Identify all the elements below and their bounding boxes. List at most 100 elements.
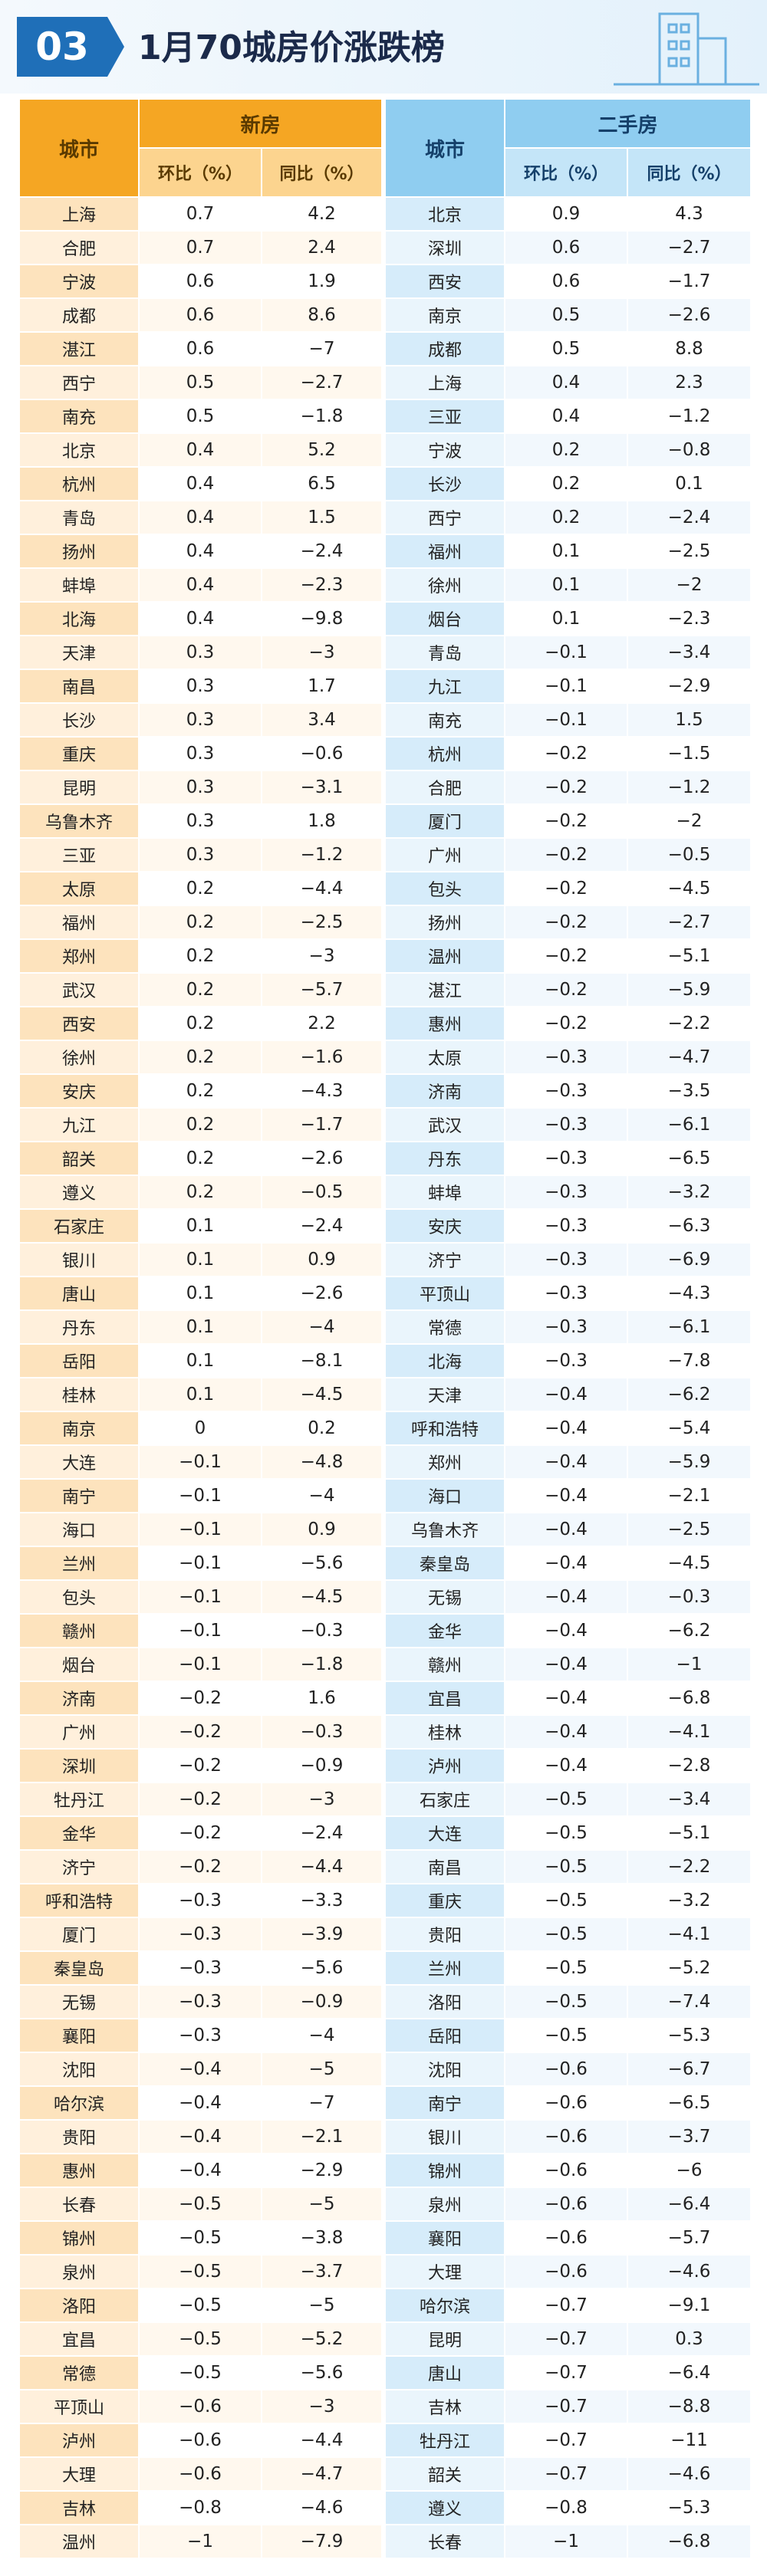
value-cell: −0.5 [140, 2188, 262, 2222]
value-cell: −4.4 [262, 872, 383, 906]
value-cell: −6.8 [628, 1682, 752, 1716]
value-cell: −0.1 [505, 704, 628, 738]
value-cell: −6.3 [628, 1210, 752, 1244]
value-cell: −2.9 [262, 2154, 383, 2188]
city-cell: 大连 [20, 1446, 140, 1480]
value-cell: −6.7 [628, 2053, 752, 2087]
value-cell: −2.3 [628, 603, 752, 636]
value-cell: 0.3 [140, 670, 262, 704]
city-cell: 郑州 [386, 1446, 505, 1480]
city-cell: 九江 [386, 670, 505, 704]
city-cell: 宜昌 [386, 1682, 505, 1716]
city-cell: 长沙 [386, 468, 505, 501]
value-cell: 0.4 [140, 434, 262, 468]
value-cell: −0.4 [140, 2154, 262, 2188]
value-cell: −0.1 [140, 1615, 262, 1648]
value-cell: 0 [140, 1412, 262, 1446]
value-cell: 0.4 [505, 400, 628, 434]
value-cell: −0.5 [505, 1817, 628, 1851]
banner [0, 0, 767, 94]
value-cell: −5 [262, 2289, 383, 2323]
value-cell: −3.3 [262, 1884, 383, 1918]
city-cell: 九江 [20, 1109, 140, 1142]
value-cell: −1.5 [628, 738, 752, 771]
value-cell: −0.4 [505, 1682, 628, 1716]
city-cell: 三亚 [386, 400, 505, 434]
city-cell: 银川 [386, 2121, 505, 2154]
value-cell: −3.4 [628, 1783, 752, 1817]
value-cell: −1.2 [628, 400, 752, 434]
number-badge [17, 17, 124, 77]
value-cell: −0.1 [140, 1648, 262, 1682]
value-cell: −0.5 [262, 1176, 383, 1210]
city-cell: 徐州 [20, 1041, 140, 1075]
value-cell: −7.4 [628, 1986, 752, 2019]
value-cell: 8.8 [628, 333, 752, 366]
value-cell: −0.3 [505, 1109, 628, 1142]
value-cell: −1.8 [262, 1648, 383, 1682]
city-cell: 厦门 [386, 805, 505, 839]
value-cell: 0.2 [505, 468, 628, 501]
value-cell: −3.2 [628, 1176, 752, 1210]
value-cell: −0.5 [628, 839, 752, 872]
city-cell: 赣州 [386, 1648, 505, 1682]
city-cell: 扬州 [20, 535, 140, 569]
city-cell: 南宁 [20, 1480, 140, 1513]
value-cell: −6.2 [628, 1615, 752, 1648]
value-cell: −3.9 [262, 1918, 383, 1952]
value-cell: −0.4 [505, 1378, 628, 1412]
city-cell: 乌鲁木齐 [20, 805, 140, 839]
value-cell: −0.4 [505, 1446, 628, 1480]
city-cell: 成都 [20, 299, 140, 333]
city-cell: 丹东 [20, 1311, 140, 1345]
value-cell: −5.7 [628, 2222, 752, 2256]
value-cell: −3.1 [262, 771, 383, 805]
city-cell: 太原 [20, 872, 140, 906]
city-cell: 扬州 [386, 906, 505, 940]
city-cell: 海口 [20, 1513, 140, 1547]
city-cell: 石家庄 [386, 1783, 505, 1817]
value-cell: −0.3 [505, 1176, 628, 1210]
value-cell: −2.8 [628, 1750, 752, 1783]
section-number: 03 [35, 25, 89, 69]
value-cell: −6.4 [628, 2188, 752, 2222]
value-cell: 0.2 [140, 940, 262, 974]
value-cell: −4.6 [262, 2492, 383, 2525]
value-cell: −5.1 [628, 1817, 752, 1851]
value-cell: −5 [262, 2188, 383, 2222]
value-cell: −0.2 [140, 1682, 262, 1716]
group-header: 新房 [140, 100, 383, 149]
value-cell: 2.2 [262, 1007, 383, 1041]
value-cell: −0.3 [505, 1142, 628, 1176]
value-cell: 4.3 [628, 198, 752, 232]
city-cell: 青岛 [386, 636, 505, 670]
value-cell: 0.4 [140, 569, 262, 603]
value-cell: −4.6 [628, 2256, 752, 2289]
value-cell: −0.5 [505, 1884, 628, 1918]
value-cell: −2.1 [628, 1480, 752, 1513]
value-cell: −1 [140, 2525, 262, 2559]
city-cell: 长沙 [20, 704, 140, 738]
city-cell: 牡丹江 [386, 2424, 505, 2458]
value-cell: −4.1 [628, 1918, 752, 1952]
value-cell: 8.6 [262, 299, 383, 333]
value-cell: −0.4 [505, 1716, 628, 1750]
value-cell: −6.9 [628, 1244, 752, 1277]
value-cell: 0.4 [140, 603, 262, 636]
value-cell: −0.6 [505, 2121, 628, 2154]
city-cell: 上海 [386, 366, 505, 400]
value-cell: −0.5 [505, 1783, 628, 1817]
city-cell: 平顶山 [386, 1277, 505, 1311]
value-cell: 0.3 [140, 704, 262, 738]
city-cell: 杭州 [386, 738, 505, 771]
city-cell: 北京 [20, 434, 140, 468]
city-cell: 唐山 [20, 1277, 140, 1311]
city-cell: 泉州 [20, 2256, 140, 2289]
value-cell: 0.2 [505, 434, 628, 468]
city-cell: 韶关 [20, 1142, 140, 1176]
city-cell: 常德 [20, 2357, 140, 2390]
value-cell: 0.2 [262, 1412, 383, 1446]
city-cell: 兰州 [386, 1952, 505, 1986]
value-cell: −2.7 [628, 232, 752, 265]
value-cell: 0.3 [140, 636, 262, 670]
